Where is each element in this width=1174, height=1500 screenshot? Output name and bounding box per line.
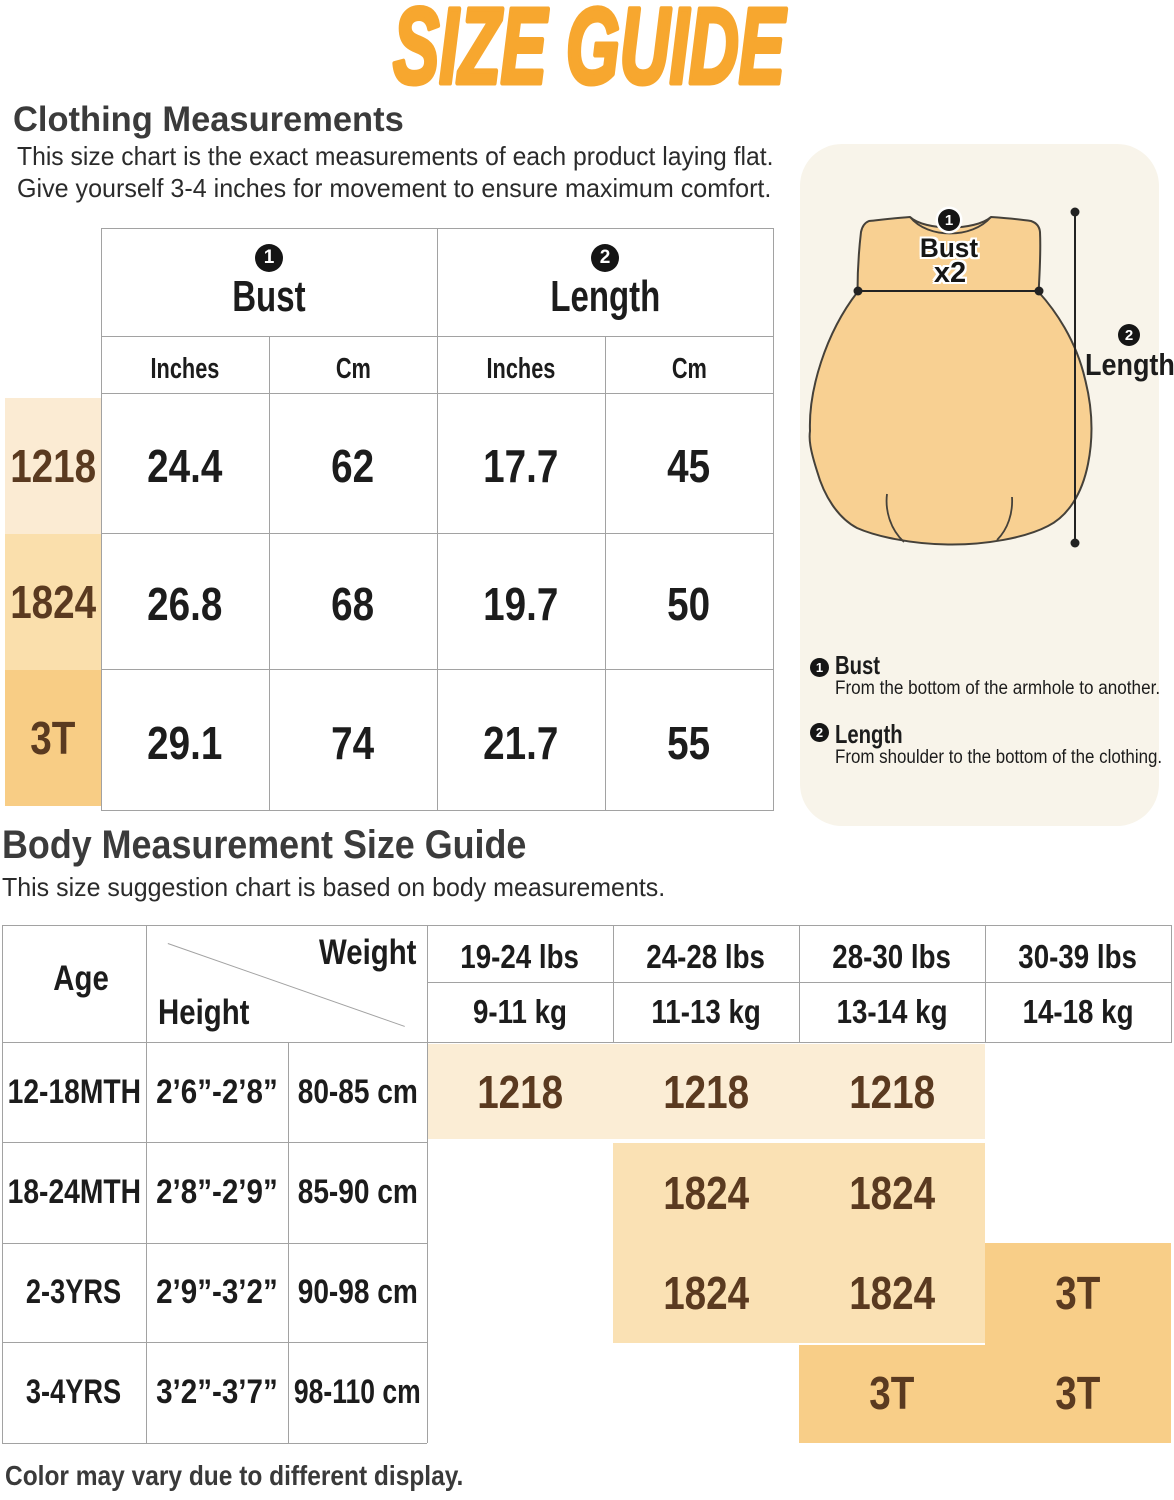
svg-text:SIZE GUIDE: SIZE GUIDE (393, 0, 787, 107)
